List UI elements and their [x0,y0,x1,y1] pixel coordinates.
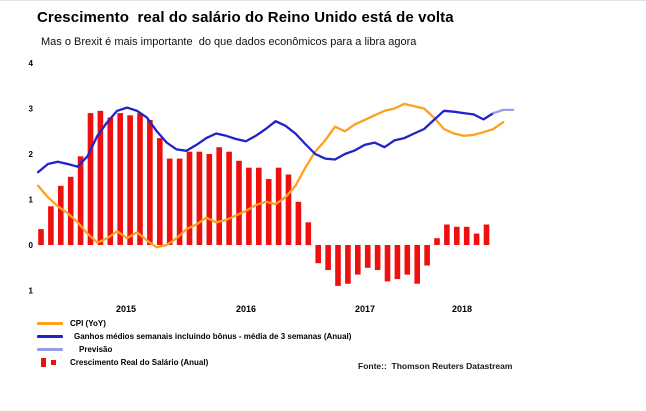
y-tick-label: 2 [29,150,34,159]
y-tick-label: 4 [29,59,34,68]
real-wage-bar [424,245,430,266]
real-wage-bar [325,245,331,270]
real-wage-bar [285,174,292,245]
real-wage-bar [147,119,153,245]
real-wage-bar [226,151,232,245]
cpi-line [36,102,505,249]
real-wage-bar [236,160,242,245]
real-wage-bar [97,110,104,245]
real-wage-bar [463,226,470,245]
x-tick-label: 2018 [452,304,472,314]
legend-label: Ganhos médios semanais incluindo bônus -… [74,332,352,341]
legend-item-cpi: CPI (YoY) [37,319,351,328]
legend-label: Previsão [79,345,113,354]
earnings-line-swatch-icon [37,335,63,338]
real-wage-bar [444,224,450,245]
real-wage-bar [206,154,213,245]
real-wage-bar [38,229,44,245]
real-wage-bar [305,222,312,246]
real-wage-bar [384,245,391,282]
real-wage-bar [434,238,440,245]
real-wage-bar [275,167,282,245]
real-wage-bar [345,245,351,284]
chart-subtitle: Mas o Brexit é mais importante do que da… [41,36,417,48]
real-wage-bar [404,245,411,275]
legend-item-real-wage: Crescimento Real do Salário (Anual) [37,358,351,367]
forecast-line-swatch-icon [37,348,63,351]
real-wage-bar [166,158,173,245]
forecast-line [492,108,515,115]
real-wage-bar [335,245,341,286]
real-wage-bar [374,245,381,270]
real-wage-bar [483,224,490,245]
legend: CPI (YoY) Ganhos médios semanais incluin… [37,319,351,371]
chart-title: Crescimento real do salário do Reino Uni… [37,9,454,26]
real-wage-bar [87,113,94,245]
y-tick-label: 1 [29,196,34,205]
earnings-line [36,106,495,174]
real-wage-bar [315,245,321,264]
real-wage-bar [176,158,183,245]
real-wage-bar [48,206,54,245]
real-wage-bar [265,179,272,245]
real-wage-bar [186,151,193,245]
real-wage-bar [295,201,302,245]
real-wage-bar [157,138,163,245]
source-attribution: Fonte:: Thomson Reuters Datastream [358,361,513,371]
y-tick-label: 3 [29,105,34,114]
real-wage-bar [58,185,64,245]
y-tick-label: 0 [29,241,34,250]
real-wage-bar [137,113,143,245]
bar-swatch-icon [37,358,63,367]
x-tick-label: 2017 [355,304,375,314]
legend-label: CPI (YoY) [70,319,106,328]
real-wage-bar [67,176,74,246]
y-tick-label: 1 [29,287,34,296]
real-wage-bar [107,117,114,245]
real-wage-bar [355,245,361,275]
real-wage-bar [127,115,133,245]
x-tick-label: 2016 [236,304,256,314]
real-wage-bar [196,151,203,245]
real-wage-bar [394,245,401,280]
real-wage-bar [246,167,252,245]
x-tick-label: 2015 [116,304,136,314]
real-wage-bar [117,113,123,245]
legend-item-forecast: Previsão [37,345,351,354]
real-wage-bar [77,156,84,245]
real-wage-bar [364,245,371,268]
legend-item-earnings: Ganhos médios semanais incluindo bônus -… [37,332,351,341]
legend-label: Crescimento Real do Salário (Anual) [70,358,209,367]
real-wage-bar [454,226,460,245]
real-wage-bar [414,245,420,284]
real-wage-bar [473,233,480,245]
real-wage-bar [216,147,222,245]
real-wage-bar [256,167,262,245]
cpi-line-swatch-icon [37,322,63,325]
